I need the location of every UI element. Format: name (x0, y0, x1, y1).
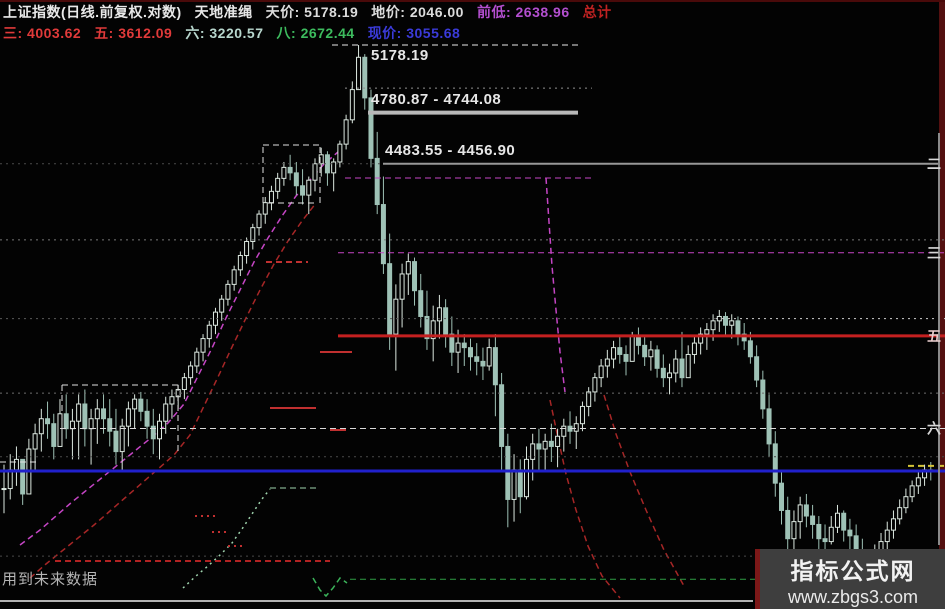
magenta-descent (545, 177, 566, 393)
peak-price-label: 5178.19 (371, 47, 429, 64)
candles-layer (1, 45, 934, 590)
stat-total: 总计 (582, 4, 612, 20)
watermark-url: www.zbgs3.com (787, 587, 919, 607)
stat-sky-price: 天价: 5178.19 (265, 4, 359, 20)
red-descent-2 (603, 394, 685, 587)
level-three-value: 三: 4003.62 (3, 25, 82, 41)
level-five-value: 五: 3612.09 (94, 25, 173, 41)
level-lines-layer (0, 44, 945, 580)
stat-prev-low: 前低: 2638.96 (476, 4, 570, 20)
green-v-bottom (312, 576, 348, 598)
chart-header: 上证指数(日线.前复权.对数) 天地准绳 天价: 5178.19 地价: 204… (0, 2, 945, 44)
right-edge-strip (939, 0, 945, 609)
watermark-site-name: 指标公式网 (790, 558, 916, 584)
top-edge-divider (0, 0, 945, 2)
watermark-box: 指标公式网 www.zbgs3.com (755, 549, 945, 609)
right-axis-level-label: 六 (927, 421, 941, 437)
right-axis-level-label: 二 (927, 156, 941, 172)
green-up-steps (182, 488, 271, 589)
indicator-name: 天地准绳 (194, 4, 253, 20)
red-descent-1 (549, 399, 621, 599)
current-price-value: 现价: 3055.68 (367, 25, 461, 41)
indicator-segments-layer (0, 133, 940, 602)
level-six-value: 六: 3220.57 (185, 25, 264, 41)
header-row-2: 三: 4003.62 五: 3612.09 六: 3220.57 八: 2672… (0, 23, 945, 44)
resistance-zone1-label: 4780.87 - 4744.08 (371, 91, 502, 108)
red-up-trail (29, 202, 317, 579)
future-data-warning: 用到未来数据 (2, 571, 99, 588)
magenta-up-trail (19, 151, 339, 546)
symbol-title: 上证指数(日线.前复权.对数) (3, 4, 182, 20)
right-axis-level-label: 三 (927, 245, 941, 261)
indicator-trails-layer (19, 151, 685, 599)
right-axis-level-label: 五 (927, 328, 941, 344)
level-eight-value: 八: 2672.44 (276, 25, 355, 41)
resistance-zone2-label: 4483.55 - 4456.90 (385, 142, 516, 159)
stat-ground-price: 地价: 2046.00 (371, 4, 464, 20)
header-row-1: 上证指数(日线.前复权.对数) 天地准绳 天价: 5178.19 地价: 204… (0, 2, 945, 23)
